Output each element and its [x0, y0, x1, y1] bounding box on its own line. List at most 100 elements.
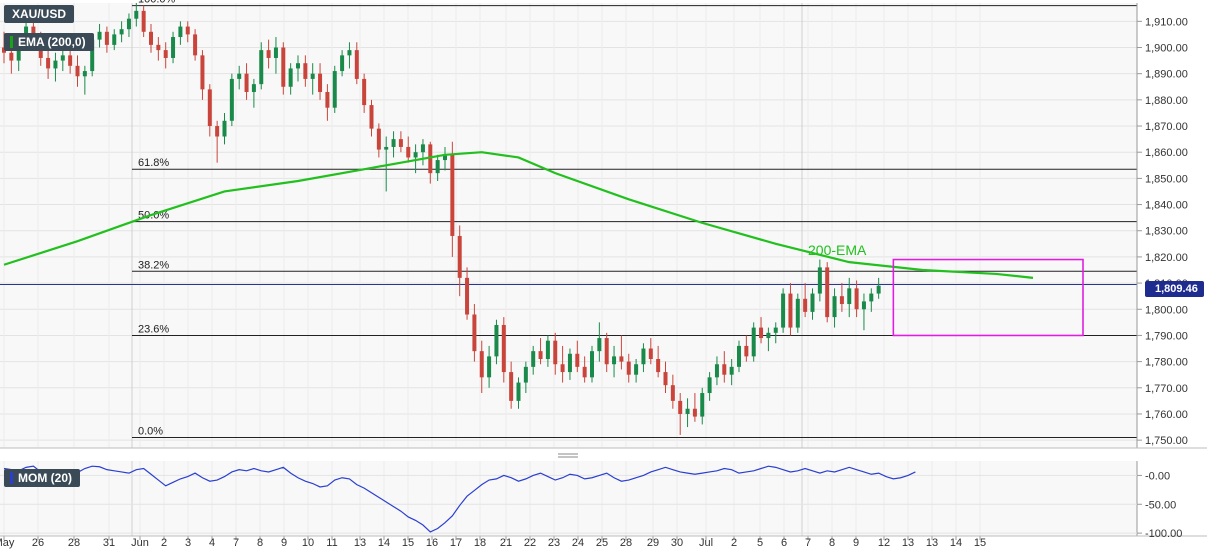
candle-body	[560, 364, 565, 373]
candle	[751, 322, 756, 362]
candle-body	[707, 377, 712, 394]
candle	[817, 259, 822, 302]
candle-body	[369, 105, 374, 129]
x-tick-label: 5	[757, 537, 763, 549]
candle-body	[538, 351, 543, 359]
candle-body	[156, 44, 161, 51]
candle	[641, 343, 646, 373]
candle	[847, 277, 852, 318]
candle-body	[185, 26, 190, 35]
candle-body	[619, 356, 624, 362]
candle-body	[670, 385, 675, 401]
candle	[531, 345, 536, 375]
candle	[281, 42, 286, 95]
x-tick-label: 21	[500, 537, 512, 549]
candle-body	[641, 348, 646, 365]
candle	[207, 84, 212, 137]
x-tick-label: 7	[805, 537, 811, 549]
candle	[354, 42, 359, 85]
candle-body	[215, 126, 220, 137]
mom-legend-label: MOM (20)	[18, 471, 72, 485]
candle	[773, 322, 778, 344]
x-tick-label: 26	[32, 537, 44, 549]
candle-body	[310, 73, 315, 79]
candle-body	[810, 293, 815, 312]
candle-body	[134, 10, 139, 19]
candle	[744, 335, 749, 362]
candle-body	[171, 37, 176, 58]
candle-body	[82, 71, 87, 77]
candle-body	[141, 10, 146, 32]
candle-body	[413, 152, 418, 158]
candle-body	[575, 353, 580, 367]
candle	[487, 345, 492, 388]
candle-body	[193, 34, 198, 56]
candle-body	[420, 144, 425, 153]
candle-body	[773, 327, 778, 333]
candle	[420, 139, 425, 166]
y-tick-label: 1,870.00	[1145, 121, 1188, 133]
candle	[509, 361, 514, 409]
candle	[237, 65, 242, 90]
candle	[185, 21, 190, 43]
candle	[832, 288, 837, 328]
candle	[582, 356, 587, 383]
candle	[656, 345, 661, 378]
price-pane	[0, 3, 1137, 448]
fibonacci-label: 61.8%	[138, 157, 169, 169]
candle	[854, 280, 859, 318]
candle-body	[457, 235, 462, 278]
candle	[406, 136, 411, 163]
x-tick-label: 13	[902, 537, 914, 549]
x-tick-label: 6	[781, 537, 787, 549]
candle-body	[376, 128, 381, 150]
y-tick-label: 1,770.00	[1145, 383, 1188, 395]
candle	[803, 283, 808, 318]
x-tick-label: 29	[647, 537, 659, 549]
x-tick-label: Jun	[131, 537, 149, 549]
candle	[332, 65, 337, 113]
x-tick-label: 23	[548, 537, 560, 549]
x-tick-label: 4	[209, 537, 215, 549]
candle	[861, 293, 866, 331]
candle	[810, 288, 815, 320]
x-tick-label: 7	[233, 537, 239, 549]
candle-body	[509, 372, 514, 401]
candle-body	[553, 340, 558, 365]
candle-body	[612, 356, 617, 365]
candle	[156, 37, 161, 61]
candle	[876, 277, 881, 299]
candle-body	[340, 55, 345, 72]
candle-body	[523, 366, 528, 383]
candle	[795, 293, 800, 333]
candle	[391, 131, 396, 158]
candle	[149, 23, 153, 53]
candle-body	[104, 31, 109, 45]
ema-annotation: 200-EMA	[808, 242, 867, 258]
candle-body	[362, 78, 367, 106]
candle-body	[178, 26, 183, 38]
candle-body	[656, 359, 661, 373]
candle	[193, 29, 198, 61]
candle	[465, 267, 470, 320]
candle	[362, 73, 367, 113]
candle-body	[494, 324, 499, 357]
candle	[222, 112, 227, 145]
y-tick-label: 1,750.00	[1145, 435, 1188, 447]
symbol-label: XAU/USD	[4, 5, 75, 23]
candle-body	[200, 55, 205, 90]
x-tick-label: 8	[257, 537, 263, 549]
candle-body	[626, 361, 631, 375]
x-tick-label: 31	[103, 537, 115, 549]
candle	[626, 353, 631, 383]
candle-body	[97, 31, 102, 40]
candle-body	[53, 60, 58, 69]
candle	[112, 29, 117, 51]
candle-body	[876, 285, 881, 294]
candle-body	[487, 356, 492, 378]
candle-body	[729, 366, 734, 375]
candle-body	[737, 345, 741, 367]
x-tick-label: 14	[378, 537, 390, 549]
candle	[215, 120, 220, 163]
